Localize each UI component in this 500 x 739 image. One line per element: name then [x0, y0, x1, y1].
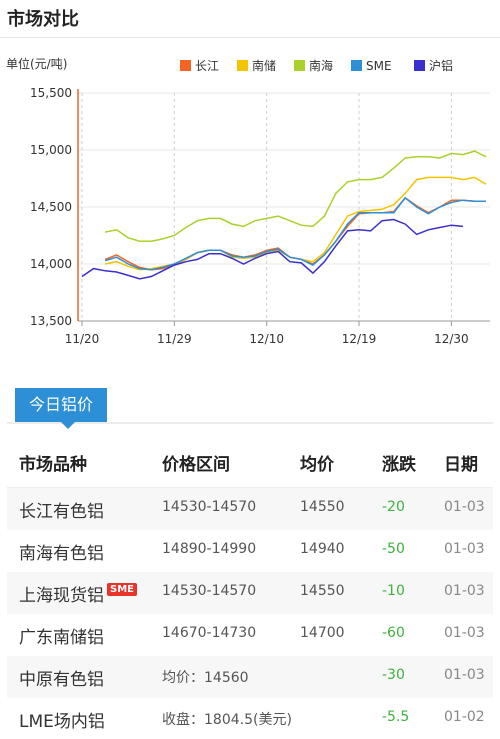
table-row[interactable]: LME场内铝 收盘：1804.5(美元) -5.5 01-02 [7, 698, 493, 739]
row-market[interactable]: LME场内铝 [19, 712, 105, 732]
series-line-南海 [104, 150, 487, 242]
row-range: 14530-14570 [162, 499, 257, 515]
legend-label: 南海 [309, 58, 333, 73]
legend-label: 南储 [252, 58, 276, 73]
x-tick-label: 12/30 [434, 332, 469, 346]
legend-swatch [237, 60, 248, 71]
row-range: 均价：14560 [162, 670, 249, 686]
row-market[interactable]: 长江有色铝 [19, 502, 104, 522]
row-date: 01-03 [444, 499, 485, 515]
row-change: -60 [382, 625, 405, 641]
table-header: 市场品种 价格区间 均价 涨跌 日期 [7, 436, 493, 488]
price-table: 市场品种 价格区间 均价 涨跌 日期 长江有色铝 14530-14570 145… [7, 436, 493, 739]
table-row[interactable]: 南海有色铝 14890-14990 14940 -50 01-03 [7, 530, 493, 572]
y-tick-label: 15,500 [30, 86, 72, 100]
x-tick-label: 12/10 [249, 332, 284, 346]
row-avg: 14550 [300, 583, 345, 599]
series-line-沪铝 [81, 218, 463, 280]
row-change: -50 [382, 541, 405, 557]
row-market[interactable]: 南海有色铝 [19, 544, 104, 564]
legend-label: 长江 [195, 59, 219, 73]
row-change: -30 [382, 667, 405, 683]
page-header: 市场对比 [0, 0, 500, 38]
row-avg: 14940 [300, 541, 345, 557]
table-row[interactable]: 上海现货铝 SME 14530-14570 14550 -10 01-03 [7, 572, 493, 614]
page-title: 市场对比 [7, 9, 79, 30]
row-date: 01-03 [444, 625, 485, 641]
row-range: 14530-14570 [162, 583, 257, 599]
unit-label: 单位(元/吨) [6, 56, 67, 71]
row-date: 01-03 [444, 541, 485, 557]
tab-pointer-icon [61, 422, 75, 429]
row-date: 01-03 [444, 583, 485, 599]
row-avg: 14700 [300, 625, 345, 641]
table-row[interactable]: 广东南储铝 14670-14730 14700 -60 01-03 [7, 614, 493, 656]
row-avg: 14550 [300, 499, 345, 515]
table-row[interactable]: 长江有色铝 14530-14570 14550 -20 01-03 [7, 488, 493, 530]
header-market: 市场品种 [19, 455, 87, 475]
legend-label: SME [366, 59, 392, 73]
row-market[interactable]: 中原有色铝 [19, 670, 104, 690]
row-market[interactable]: 广东南储铝 [19, 628, 104, 648]
row-date: 01-02 [444, 709, 485, 725]
y-tick-label: 13,500 [30, 314, 72, 328]
legend-swatch [294, 60, 305, 71]
row-range: 收盘：1804.5(美元) [162, 712, 292, 728]
header-change: 涨跌 [382, 455, 416, 475]
row-range: 14670-14730 [162, 625, 257, 641]
sme-badge: SME [107, 583, 137, 596]
legend-label: 沪铝 [429, 58, 453, 73]
y-tick-label: 14,500 [30, 200, 72, 214]
market-comparison-chart: 单位(元/吨) 15,500 15,000 14,500 14,000 13,500 11/… [0, 40, 500, 360]
row-market[interactable]: 上海现货铝 [19, 586, 104, 606]
legend-swatch [351, 60, 362, 71]
y-tick-label: 15,000 [30, 143, 72, 157]
tab-today-price[interactable]: 今日铝价 [15, 388, 108, 422]
header-range: 价格区间 [162, 455, 230, 475]
row-range: 14890-14990 [162, 541, 257, 557]
legend-swatch [180, 60, 191, 71]
x-tick-label: 12/19 [342, 332, 377, 346]
row-change: -10 [382, 583, 405, 599]
row-date: 01-03 [444, 667, 485, 683]
header-date: 日期 [444, 455, 478, 475]
price-tab-bar: 今日铝价 [7, 388, 493, 429]
line-chart: 单位(元/吨) 15,500 15,000 14,500 14,000 13,500 11/… [6, 56, 490, 346]
y-tick-label: 14,000 [30, 257, 72, 271]
legend-swatch [414, 60, 425, 71]
x-tick-label: 11/29 [157, 332, 192, 346]
row-change: -20 [382, 499, 405, 515]
x-tick-label: 11/20 [65, 332, 100, 346]
header-avg: 均价 [300, 455, 334, 475]
series-line-SME [104, 196, 486, 271]
row-change: -5.5 [382, 709, 410, 725]
table-row[interactable]: 中原有色铝 均价：14560 -30 01-03 [7, 656, 493, 698]
